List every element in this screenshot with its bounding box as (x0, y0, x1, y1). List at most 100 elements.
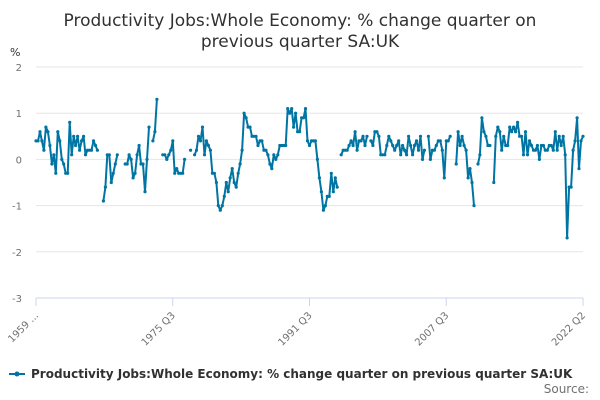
data-point[interactable] (307, 143, 312, 148)
data-point[interactable] (288, 111, 292, 115)
data-point[interactable] (391, 143, 395, 148)
data-point[interactable] (292, 125, 296, 129)
data-point[interactable] (50, 162, 54, 166)
data-point[interactable] (175, 167, 179, 171)
data-point[interactable] (194, 148, 199, 152)
data-point[interactable] (305, 139, 310, 143)
data-point[interactable] (151, 139, 155, 143)
data-point[interactable] (383, 153, 387, 157)
data-point[interactable] (500, 148, 504, 152)
data-point[interactable] (529, 143, 534, 148)
data-point[interactable] (533, 148, 538, 152)
data-point[interactable] (89, 148, 94, 152)
data-point[interactable] (319, 190, 323, 194)
data-point[interactable] (226, 190, 230, 194)
data-point[interactable] (181, 171, 185, 175)
data-point[interactable] (238, 162, 242, 166)
data-point[interactable] (571, 148, 575, 152)
data-point[interactable] (359, 139, 363, 143)
data-point[interactable] (208, 148, 212, 152)
data-point[interactable] (377, 134, 381, 138)
data-point[interactable] (242, 111, 246, 115)
data-point[interactable] (432, 148, 436, 152)
data-point[interactable] (484, 134, 488, 138)
data-point[interactable] (244, 116, 248, 120)
data-point[interactable] (109, 180, 113, 185)
data-point[interactable] (145, 157, 149, 161)
data-point[interactable] (101, 199, 105, 203)
data-point[interactable] (93, 143, 98, 148)
data-point[interactable] (331, 190, 335, 194)
data-point[interactable] (276, 153, 280, 157)
data-point[interactable] (363, 143, 367, 148)
data-point[interactable] (472, 204, 476, 208)
data-point[interactable] (422, 148, 426, 152)
data-point[interactable] (563, 153, 567, 157)
data-point[interactable] (113, 162, 117, 166)
data-point[interactable] (202, 153, 207, 157)
data-point[interactable] (54, 171, 58, 175)
data-point[interactable] (426, 134, 430, 138)
data-point[interactable] (506, 143, 510, 148)
data-point[interactable] (440, 148, 444, 152)
data-point[interactable] (549, 143, 553, 148)
data-point[interactable] (397, 139, 401, 143)
data-point[interactable] (36, 139, 40, 143)
data-point[interactable] (521, 153, 526, 157)
data-point[interactable] (349, 139, 353, 143)
data-point[interactable] (488, 143, 492, 148)
data-point[interactable] (228, 176, 232, 180)
data-point[interactable] (40, 139, 44, 143)
data-point[interactable] (60, 157, 64, 161)
data-point[interactable] (508, 125, 512, 129)
data-point[interactable] (418, 134, 423, 138)
data-point[interactable] (46, 130, 50, 134)
data-point[interactable] (523, 130, 528, 134)
data-point[interactable] (298, 130, 302, 134)
data-point[interactable] (347, 143, 351, 148)
data-point[interactable] (303, 107, 308, 111)
data-point[interactable] (321, 208, 325, 212)
data-point[interactable] (492, 180, 496, 185)
data-point[interactable] (198, 139, 203, 143)
data-point[interactable] (442, 176, 446, 180)
data-point[interactable] (569, 185, 573, 189)
data-point[interactable] (218, 208, 222, 212)
data-point[interactable] (220, 204, 224, 208)
data-point[interactable] (565, 236, 569, 240)
data-point[interactable] (48, 143, 52, 148)
data-point[interactable] (193, 153, 197, 157)
data-point[interactable] (476, 162, 480, 166)
data-point[interactable] (385, 143, 389, 148)
data-point[interactable] (70, 153, 74, 157)
data-point[interactable] (401, 143, 405, 148)
data-point[interactable] (511, 125, 516, 129)
data-point[interactable] (196, 134, 201, 138)
data-point[interactable] (482, 130, 486, 134)
data-point[interactable] (129, 157, 133, 161)
data-point[interactable] (115, 153, 119, 157)
data-point[interactable] (270, 167, 274, 171)
data-point[interactable] (74, 143, 78, 148)
data-point[interactable] (494, 134, 498, 138)
data-point[interactable] (387, 134, 391, 138)
data-point[interactable] (272, 153, 276, 157)
data-point[interactable] (268, 162, 272, 166)
data-point[interactable] (411, 153, 415, 157)
data-point[interactable] (230, 167, 234, 171)
data-point[interactable] (541, 143, 546, 148)
data-point[interactable] (460, 134, 464, 138)
data-point[interactable] (535, 143, 540, 148)
data-point[interactable] (147, 125, 151, 129)
data-point[interactable] (189, 148, 193, 152)
data-point[interactable] (169, 148, 173, 152)
data-point[interactable] (559, 143, 563, 148)
data-point[interactable] (510, 130, 514, 134)
data-point[interactable] (82, 134, 86, 138)
data-point[interactable] (516, 120, 520, 124)
data-point[interactable] (284, 143, 288, 148)
data-point[interactable] (317, 176, 321, 180)
data-point[interactable] (458, 143, 462, 148)
data-point[interactable] (454, 162, 458, 166)
data-point[interactable] (446, 139, 450, 143)
